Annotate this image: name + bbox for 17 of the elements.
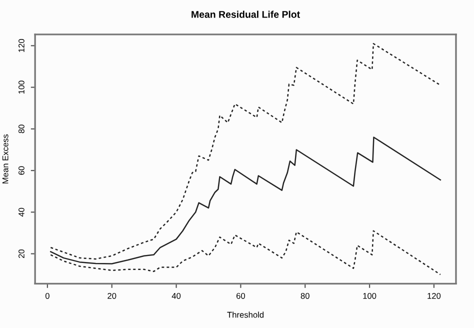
y-tick-label: 20 [18,249,24,258]
y-tick-label: 60 [18,166,24,175]
x-tick-label: 20 [108,292,116,299]
y-tick-label: 40 [18,208,24,217]
x-tick-label: 80 [300,292,310,299]
y-tick-label: 80 [18,124,24,134]
x-tick-label: 0 [45,292,50,299]
chart-title: Mean Residual Life Plot [192,10,300,18]
y-tick-label: 120 [18,39,24,52]
x-tick-label: 100 [363,292,376,299]
y-axis-title: Mean Excess [2,134,8,184]
x-tick-label: 60 [236,292,246,299]
x-tick-label: 120 [428,292,441,299]
y-tick-label: 100 [18,80,24,94]
line-series [50,42,442,260]
x-axis-title: Threshold [227,312,264,318]
x-tick-label: 40 [172,292,181,299]
